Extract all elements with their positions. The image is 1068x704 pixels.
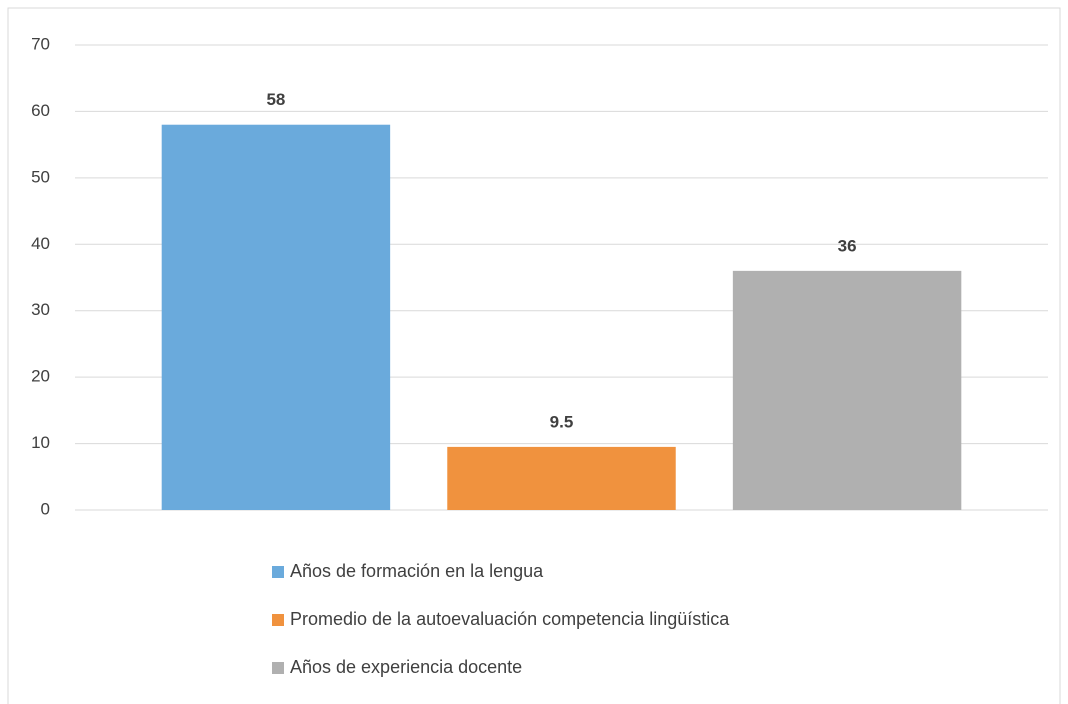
legend-swatch — [272, 566, 284, 578]
legend-label: Años de experiencia docente — [290, 657, 522, 677]
data-label: 9.5 — [550, 412, 574, 431]
y-tick-label: 0 — [41, 499, 50, 518]
data-label: 36 — [838, 236, 857, 255]
data-label: 58 — [266, 90, 285, 109]
y-tick-label: 20 — [31, 367, 50, 386]
legend-label: Años de formación en la lengua — [290, 561, 544, 581]
y-tick-label: 50 — [31, 167, 50, 186]
legend-swatch — [272, 662, 284, 674]
bar — [447, 446, 676, 510]
y-tick-label: 70 — [31, 34, 50, 53]
y-tick-label: 60 — [31, 101, 50, 120]
bar — [732, 270, 962, 510]
bar — [161, 124, 391, 510]
chart-border — [7, 7, 1061, 704]
legend-label: Promedio de la autoevaluación competenci… — [290, 609, 730, 629]
y-tick-label: 40 — [31, 234, 50, 253]
legend-swatch — [272, 614, 284, 626]
y-tick-label: 30 — [31, 300, 50, 319]
y-tick-label: 10 — [31, 433, 50, 452]
